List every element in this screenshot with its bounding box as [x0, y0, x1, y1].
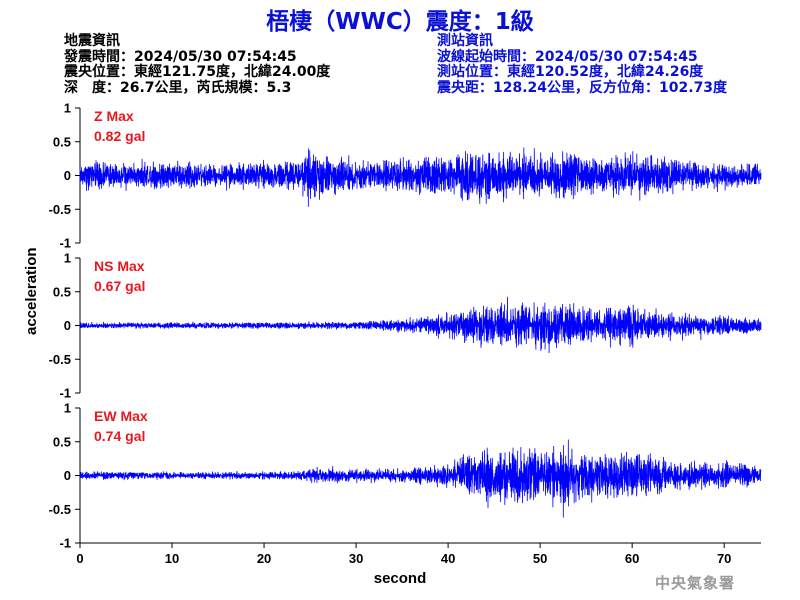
ew-trace — [79, 439, 762, 518]
y-tick-label: 0 — [64, 468, 71, 483]
station-info-heading: 測站資訊 — [437, 33, 493, 49]
x-tick-label: 30 — [349, 551, 363, 566]
ew-max-value: 0.74 gal — [94, 428, 146, 444]
ew-panel-label: EW Max — [94, 408, 148, 424]
x-tick-label: 50 — [533, 551, 547, 566]
y-tick-label: 1 — [64, 101, 71, 116]
station-location: 測站位置：東經120.52度，北緯24.26度 — [437, 64, 704, 80]
depth-magnitude: 深 度：26.7公里，芮氏規模：5.3 — [64, 79, 292, 96]
y-tick-label: 0.5 — [53, 284, 71, 299]
earthquake-info: 地震資訊 發震時間：2024/05/30 07:54:45 震央位置：東經121… — [64, 33, 331, 96]
y-tick-label: 0 — [64, 168, 71, 183]
ns-panel-label: NS Max — [94, 258, 145, 274]
origin-time: 發震時間：2024/05/30 07:54:45 — [64, 48, 297, 65]
epicentral-distance: 震央距：128.24公里，反方位角：102.73度 — [437, 79, 728, 96]
x-tick-label: 70 — [717, 551, 731, 566]
y-tick-label: 0.5 — [53, 434, 71, 449]
y-tick-label: -1 — [59, 536, 71, 551]
y-tick-label: 1 — [64, 251, 71, 266]
y-tick-label: -1 — [59, 386, 71, 401]
x-tick-label: 0 — [76, 551, 83, 566]
z-panel-label: Z Max — [94, 108, 134, 124]
y-tick-label: 1 — [64, 401, 71, 416]
x-tick-label: 10 — [165, 551, 179, 566]
y-tick-label: 0.5 — [53, 134, 71, 149]
y-axis-label: acceleration — [23, 247, 40, 335]
y-tick-label: 0 — [64, 318, 71, 333]
ns-max-value: 0.67 gal — [94, 278, 146, 294]
x-tick-label: 40 — [441, 551, 455, 566]
y-tick-label: -1 — [59, 236, 71, 251]
x-tick-label: 20 — [257, 551, 271, 566]
y-tick-label: -0.5 — [49, 202, 71, 217]
chart-title: 梧棲（WWC）震度：1級 — [266, 9, 534, 35]
z-max-value: 0.82 gal — [94, 128, 146, 144]
y-tick-label: -0.5 — [49, 352, 71, 367]
x-tick-label: 60 — [625, 551, 639, 566]
agency-credit: 中央氣象署 — [655, 574, 736, 592]
earthquake-info-heading: 地震資訊 — [64, 33, 120, 49]
epicenter-location: 震央位置：東經121.75度，北緯24.00度 — [64, 64, 331, 80]
wave-start-time: 波線起始時間：2024/05/30 07:54:45 — [437, 48, 698, 65]
ns-trace — [79, 296, 762, 354]
y-tick-label: -0.5 — [49, 502, 71, 517]
station-info: 測站資訊 波線起始時間：2024/05/30 07:54:45 測站位置：東經1… — [437, 33, 728, 96]
z-trace — [79, 147, 762, 207]
x-axis-label: second — [373, 570, 427, 587]
